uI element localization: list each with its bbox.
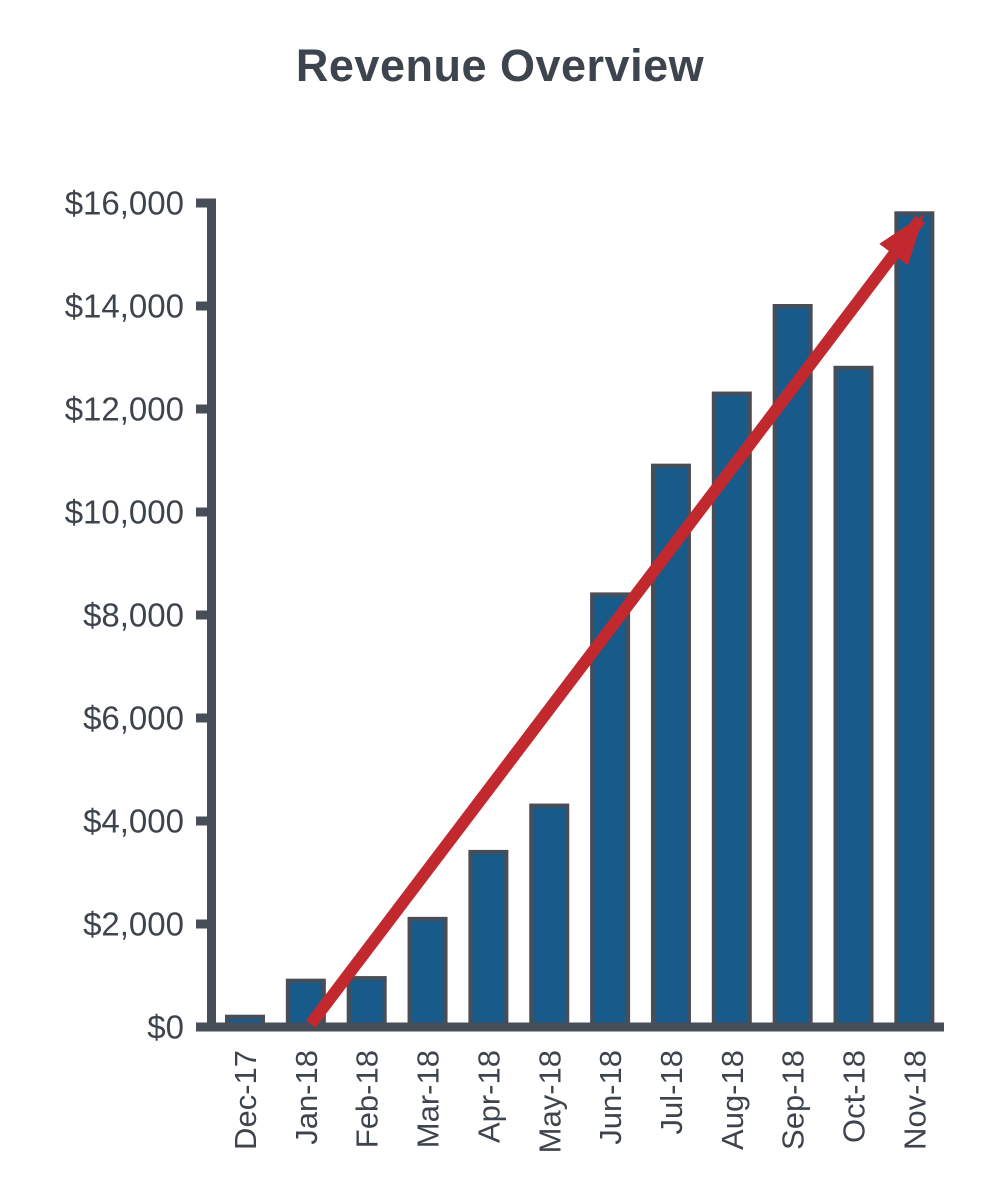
trend-arrow-group <box>306 214 926 1028</box>
x-tick-label: Sep-18 <box>776 1050 811 1150</box>
y-tick-label: $2,000 <box>83 906 184 943</box>
x-axis-line <box>196 1022 944 1032</box>
bar-may-18 <box>529 803 570 1031</box>
x-tick-label: Jul-18 <box>654 1050 689 1134</box>
x-tick-label: Dec-17 <box>228 1050 263 1150</box>
y-tick-label: $8,000 <box>83 597 184 634</box>
x-tick-label: Nov-18 <box>897 1050 932 1150</box>
bar-oct-18 <box>833 365 874 1031</box>
x-tick-label: Apr-18 <box>471 1050 506 1143</box>
y-tick-label: $12,000 <box>65 391 184 428</box>
y-tick <box>196 198 207 208</box>
x-tick-label: May-18 <box>532 1050 567 1153</box>
x-tick-label: Jun-18 <box>593 1050 628 1145</box>
x-tick-label: Jan-18 <box>289 1050 324 1145</box>
bars-group <box>225 211 935 1032</box>
y-tick <box>196 404 207 414</box>
y-tick-label: $10,000 <box>65 494 184 531</box>
x-tick-label: Mar-18 <box>411 1050 446 1148</box>
y-tick-label: $4,000 <box>83 803 184 840</box>
x-tick-label: Feb-18 <box>350 1050 385 1148</box>
y-tick <box>196 507 207 517</box>
bar-jun-18 <box>590 592 631 1032</box>
y-tick-label: $0 <box>147 1009 184 1046</box>
y-tick-label: $16,000 <box>65 185 184 222</box>
bar-apr-18 <box>468 849 509 1032</box>
y-tick <box>196 610 207 620</box>
trend-arrow <box>306 214 926 1028</box>
y-tick-label: $14,000 <box>65 288 184 325</box>
y-tick <box>196 816 207 826</box>
bar-nov-18 <box>894 211 935 1032</box>
y-tick <box>196 301 207 311</box>
chart-title: Revenue Overview <box>295 40 705 91</box>
y-axis-line <box>207 198 216 1032</box>
x-tick-label: Aug-18 <box>715 1050 750 1150</box>
y-tick-label: $6,000 <box>83 700 184 737</box>
y-tick <box>196 713 207 723</box>
x-tick-label: Oct-18 <box>837 1050 872 1143</box>
bar-mar-18 <box>407 916 448 1031</box>
x-axis: Dec-17 Jan-18 Feb-18 Mar-18 Apr-18 May-18 Jun-… <box>196 1022 944 1153</box>
bar-feb-18 <box>346 976 387 1032</box>
y-tick <box>196 919 207 929</box>
y-axis: $0 $2,000 $4,000 $6,000 $8,000 $10,000 $12,000… <box>65 185 216 1046</box>
